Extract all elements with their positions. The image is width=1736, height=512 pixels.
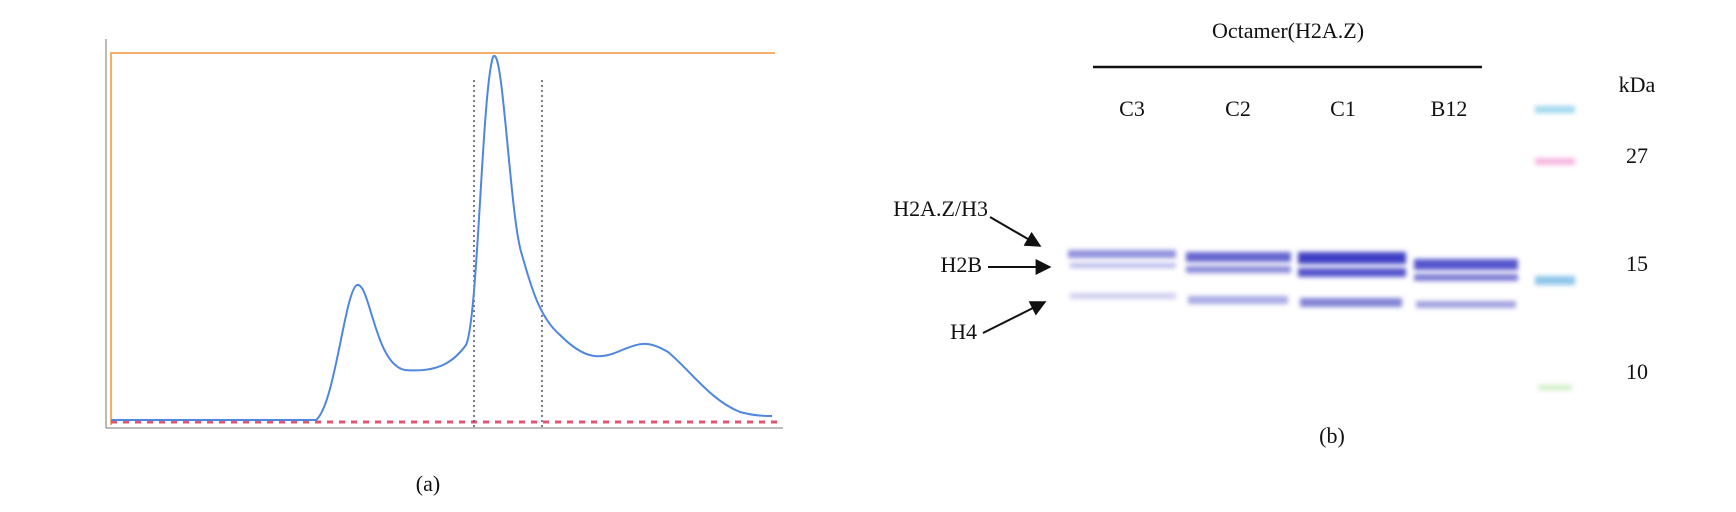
band bbox=[1414, 274, 1518, 281]
marker-band bbox=[1535, 158, 1575, 165]
band bbox=[1300, 298, 1402, 307]
conductivity-trace bbox=[110, 52, 775, 425]
marker-band bbox=[1535, 276, 1575, 285]
band bbox=[1298, 268, 1406, 277]
marker-size: 27 bbox=[1626, 143, 1648, 168]
band bbox=[1298, 252, 1406, 264]
lane-label: C3 bbox=[1119, 96, 1145, 121]
lane-label: C2 bbox=[1225, 96, 1251, 121]
band bbox=[1068, 250, 1176, 258]
marker-bands bbox=[1535, 106, 1575, 390]
marker-unit: kDa bbox=[1619, 72, 1656, 97]
arrow bbox=[989, 216, 1042, 247]
sample-bands bbox=[1068, 250, 1518, 308]
lane-label: C1 bbox=[1330, 96, 1356, 121]
marker-size: 10 bbox=[1626, 359, 1648, 384]
arrow bbox=[982, 301, 1047, 334]
absorbance-trace bbox=[111, 55, 773, 421]
band bbox=[1416, 301, 1516, 308]
band bbox=[1414, 259, 1518, 270]
lane-label: B12 bbox=[1431, 96, 1468, 121]
band-label: H4 bbox=[950, 319, 977, 344]
band bbox=[1186, 266, 1291, 273]
marker-band bbox=[1535, 106, 1575, 113]
band bbox=[1070, 263, 1176, 268]
gel-title: Octamer(H2A.Z) bbox=[1212, 18, 1364, 43]
band bbox=[1186, 252, 1291, 262]
gel: Octamer(H2A.Z) C3 C2 C1 B12 kDa 27 15 10 bbox=[893, 18, 1655, 448]
marker-band bbox=[1538, 385, 1572, 390]
band-label: H2A.Z/H3 bbox=[893, 196, 988, 221]
band bbox=[1188, 296, 1288, 304]
band bbox=[1070, 293, 1176, 299]
panel-caption: (a) bbox=[416, 471, 440, 496]
band-label: H2B bbox=[940, 252, 982, 277]
marker-size: 15 bbox=[1626, 251, 1648, 276]
panel-caption: (b) bbox=[1319, 423, 1345, 448]
chromatogram: (a) bbox=[105, 39, 783, 496]
